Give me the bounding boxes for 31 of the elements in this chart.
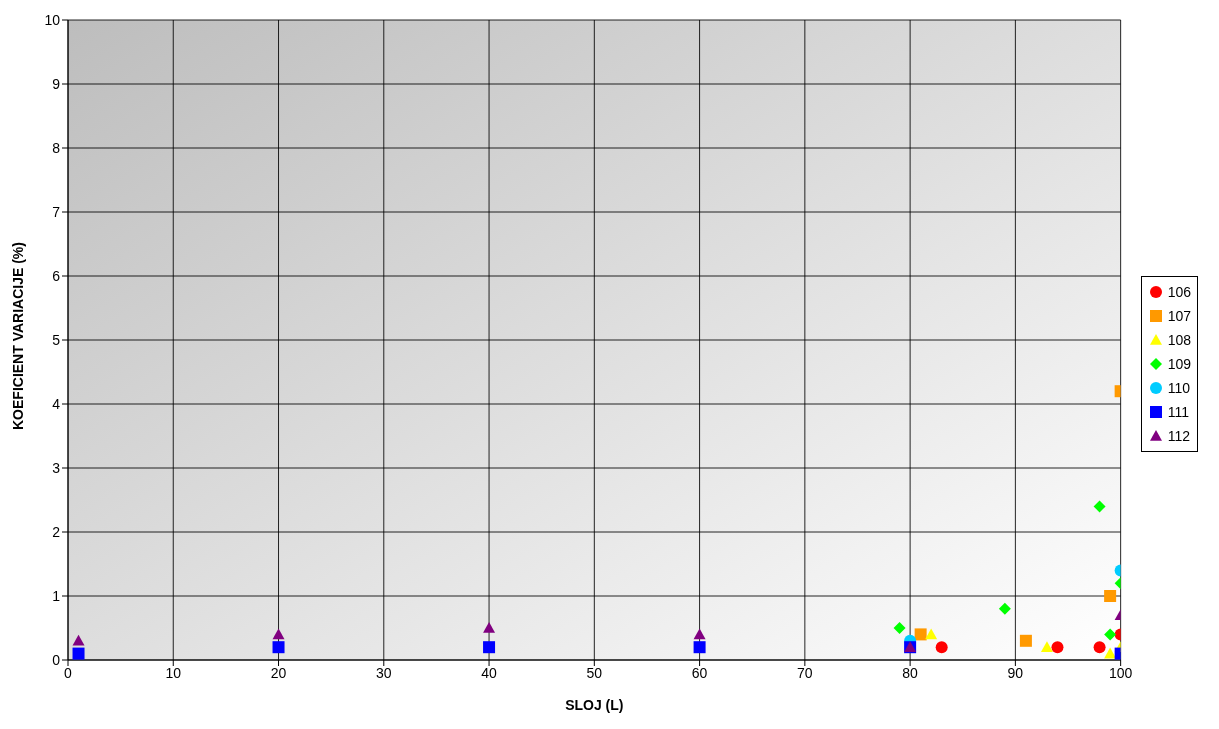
x-tick-label: 40 [481,664,498,681]
y-tick-label: 9 [52,75,61,92]
x-tick-label: 10 [165,664,182,681]
x-tick-label: 60 [691,664,708,681]
legend-label: 109 [1167,356,1191,372]
y-tick-label: 2 [52,523,61,540]
y-tick-label: 3 [52,459,61,476]
y-tick-label: 5 [52,331,61,348]
x-tick-label: 50 [586,664,603,681]
x-tick-label: 90 [1007,664,1024,681]
legend-label: 112 [1167,428,1190,444]
y-tick-label: 8 [52,139,61,156]
y-axis-title: KOEFICIENT VARIACIJE (%) [9,242,26,430]
x-tick-label: 0 [64,664,73,681]
legend-label: 110 [1167,380,1190,396]
y-tick-label: 0 [52,651,61,668]
x-tick-label: 100 [1108,664,1133,681]
legend-label: 111 [1167,404,1189,420]
y-tick-label: 4 [52,395,61,412]
x-tick-label: 80 [902,664,919,681]
y-tick-label: 10 [44,11,61,28]
legend-label: 108 [1167,332,1191,348]
y-tick-label: 7 [52,203,61,220]
legend-label: 107 [1167,308,1191,324]
x-tick-label: 70 [797,664,813,681]
legend-label: 106 [1167,284,1191,300]
x-axis-title: SLOJ (L) [565,697,624,713]
x-tick-label: 30 [376,664,392,681]
y-tick-label: 6 [52,267,61,284]
y-tick-label: 1 [52,587,61,604]
x-tick-label: 20 [270,664,287,681]
